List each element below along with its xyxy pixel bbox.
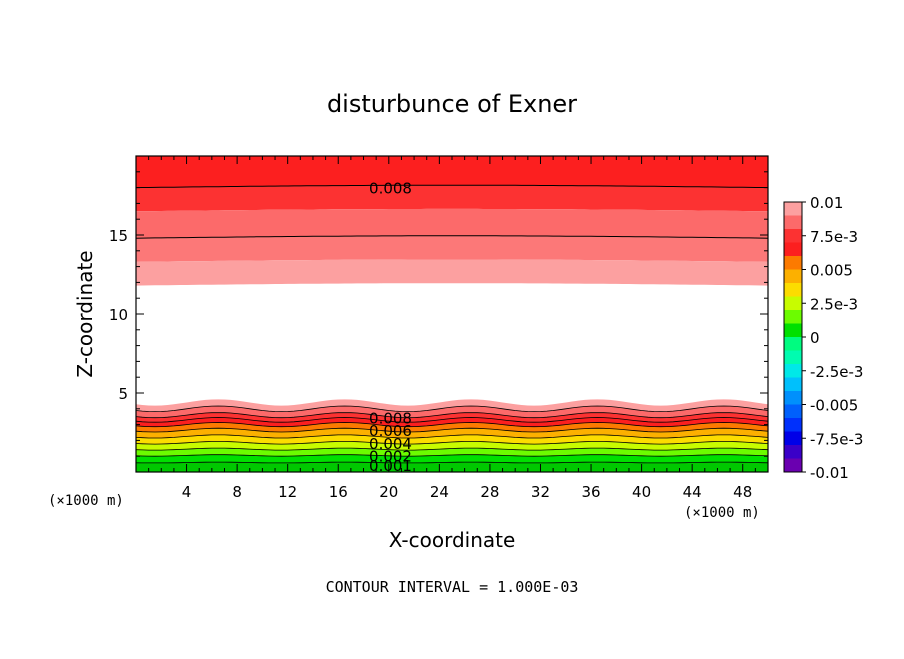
lower-contour-line-7 xyxy=(135,441,769,445)
x-axis-label: X-coordinate xyxy=(389,528,516,552)
x-tick-label: 40 xyxy=(632,483,651,501)
colorbar-band-19 xyxy=(784,458,802,472)
contour-label-2: 0.006 xyxy=(369,422,412,440)
upper-band-3 xyxy=(136,235,768,262)
x-tick-label: 48 xyxy=(733,483,752,501)
x-axis-ticks: 4 8 12 16 20 24 28 32 36 40 44 48 xyxy=(135,156,769,501)
lower-contour-line-3 xyxy=(135,417,769,423)
upper-band-2 xyxy=(136,208,768,239)
colorbar-tick-label: -2.5e-3 xyxy=(810,363,863,381)
x-tick-label: 44 xyxy=(683,483,702,501)
y-tick-label: 15 xyxy=(109,227,128,245)
lower-band-10 xyxy=(136,462,768,472)
contour-interval-footer: CONTOUR INTERVAL = 1.000E-03 xyxy=(326,578,579,596)
lower-contour-line-4 xyxy=(135,422,769,428)
colorbar-band-17 xyxy=(784,431,802,445)
colorbar-band-6 xyxy=(784,283,802,297)
colorbar-tick-label: 0 xyxy=(810,329,820,347)
y-axis-label: Z-coordinate xyxy=(73,250,97,377)
colorbar-labels: 0.01 7.5e-3 0.005 2.5e-3 0 -2.5e-3 -0.005 -7.5e… xyxy=(802,194,863,482)
lower-contour-line-8 xyxy=(135,447,769,451)
colorbar-tick-label: -0.005 xyxy=(810,397,858,415)
upper-contour-line-1 xyxy=(135,235,769,239)
colorbar-band-9 xyxy=(784,323,802,337)
contour-label-4: 0.002 xyxy=(369,447,412,465)
colorbar xyxy=(783,201,803,473)
y-axis-ticks: 5 10 15 xyxy=(109,155,768,473)
x-tick-label: 12 xyxy=(278,483,297,501)
upper-band-0 xyxy=(136,156,768,188)
x-tick-label: 32 xyxy=(531,483,550,501)
colorbar-band-13 xyxy=(784,377,802,391)
colorbar-band-7 xyxy=(784,296,802,310)
colorbar-band-10 xyxy=(784,337,802,351)
x-tick-label: 36 xyxy=(581,483,600,501)
x-tick-label: 24 xyxy=(430,483,449,501)
y-axis-unit: (×1000 m) xyxy=(48,493,124,509)
lower-contour-line-6 xyxy=(135,434,769,439)
contour-label-3: 0.004 xyxy=(369,435,412,453)
colorbar-band-4 xyxy=(784,256,802,270)
colorbar-tick-label: 0.01 xyxy=(810,194,843,212)
colorbar-band-14 xyxy=(784,391,802,405)
lower-contour-line-5 xyxy=(135,427,769,433)
lower-contour-line-1 xyxy=(135,405,769,413)
y-tick-label: 5 xyxy=(118,385,128,403)
contour-label-0: 0.008 xyxy=(369,180,412,198)
colorbar-band-2 xyxy=(784,229,802,243)
colorbar-band-18 xyxy=(784,445,802,459)
upper-band-1 xyxy=(136,185,768,212)
colorbar-band-11 xyxy=(784,350,802,364)
x-tick-label: 8 xyxy=(232,483,242,501)
lower-contour-line-9 xyxy=(135,454,769,457)
colorbar-band-8 xyxy=(784,310,802,324)
x-tick-label: 16 xyxy=(329,483,348,501)
colorbar-tick-label: 0.005 xyxy=(810,262,853,280)
x-axis-unit: (×1000 m) xyxy=(684,505,760,521)
colorbar-band-5 xyxy=(784,269,802,283)
upper-contour-line-0 xyxy=(135,184,769,189)
colorbar-band-15 xyxy=(784,404,802,418)
colorbar-tick-label: 7.5e-3 xyxy=(810,228,858,246)
x-tick-label: 28 xyxy=(480,483,499,501)
lower-contour-line-2 xyxy=(135,412,769,419)
colorbar-tick-label: -7.5e-3 xyxy=(810,430,863,448)
colorbar-band-3 xyxy=(784,242,802,256)
upper-band-4 xyxy=(136,259,768,286)
colorbar-tick-label: -0.01 xyxy=(810,464,849,482)
x-tick-label: 20 xyxy=(379,483,398,501)
lower-contour-line-10 xyxy=(135,461,769,464)
colorbar-band-1 xyxy=(784,215,802,229)
chart-title: disturbunce of Exner xyxy=(327,90,577,118)
colorbar-tick-label: 2.5e-3 xyxy=(810,295,858,313)
colorbar-band-12 xyxy=(784,364,802,378)
x-tick-label: 4 xyxy=(182,483,192,501)
contour-lines xyxy=(135,184,769,464)
contour-label-1: 0.008 xyxy=(369,409,412,427)
colorbar-band-16 xyxy=(784,418,802,432)
y-tick-label: 10 xyxy=(109,306,128,324)
colorbar-band-0 xyxy=(784,202,802,216)
